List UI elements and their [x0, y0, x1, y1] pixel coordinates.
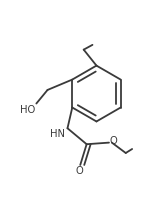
- Text: HN: HN: [50, 129, 65, 139]
- Text: O: O: [76, 166, 83, 176]
- Text: HO: HO: [20, 105, 36, 115]
- Text: O: O: [110, 136, 118, 146]
